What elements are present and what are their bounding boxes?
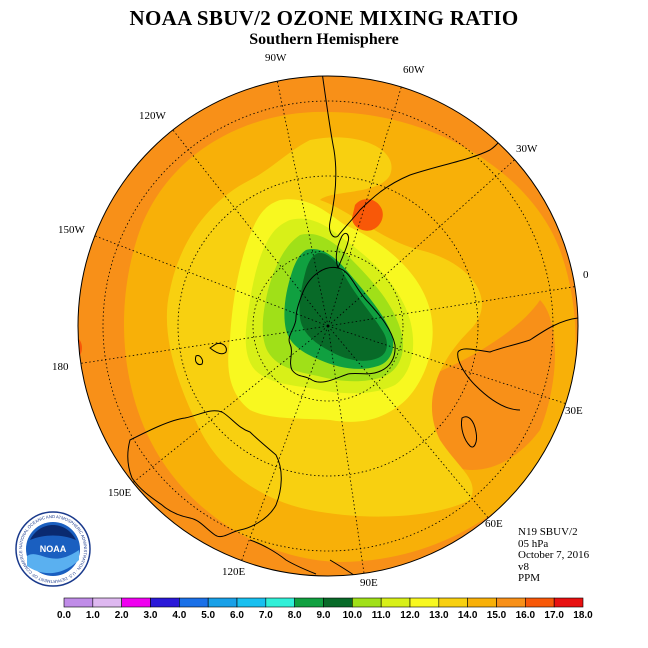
- colorbar-tick-label: 14.0: [458, 610, 478, 621]
- lon-label-30w: 30W: [516, 143, 538, 155]
- info-date: October 7, 2016: [518, 549, 590, 561]
- colorbar-swatch: [150, 597, 180, 608]
- noaa-logo: NOAA NATIONAL OCEANIC AND ATMOSPHERIC AD…: [15, 511, 91, 587]
- colorbar-tick-label: 5.0: [201, 610, 215, 621]
- colorbar-tick-label: 3.0: [144, 610, 158, 621]
- colorbar-tick-label: 17.0: [544, 610, 564, 621]
- colorbar-tick-label: 18.0: [573, 610, 593, 621]
- logo-wave: [27, 550, 79, 574]
- colorbar-swatch: [294, 597, 324, 608]
- info-level: 05 hPa: [518, 537, 549, 550]
- colorbar-tick-label: 1.0: [86, 610, 100, 621]
- lon-label-0: 0: [583, 269, 589, 281]
- lon-label-60w: 60W: [403, 64, 425, 76]
- graticule: [78, 76, 578, 576]
- ozone-region-green-dark: [299, 252, 387, 361]
- colorbar-tick-label: 10.0: [343, 610, 363, 621]
- longitude-labels: 90W 60W 30W 0 30E 60E 90E 120E 150E 180 …: [52, 52, 589, 589]
- lon-label-150e: 150E: [108, 487, 132, 499]
- colorbar-swatch: [467, 597, 497, 608]
- lon-label-30e: 30E: [565, 405, 583, 417]
- lon-label-120e: 120E: [222, 566, 246, 578]
- info-version: v8: [518, 560, 529, 573]
- colorbar-tick-label: 12.0: [400, 610, 420, 621]
- figure-subtitle: Southern Hemisphere: [249, 31, 399, 48]
- logo-text: NOAA: [40, 544, 67, 554]
- ozone-hotspot: [352, 199, 383, 231]
- colorbar-swatch: [63, 597, 94, 608]
- figure-title: NOAA SBUV/2 OZONE MIXING RATIO: [129, 6, 519, 30]
- colorbar-tick-label: 2.0: [115, 610, 129, 621]
- colorbar-swatch: [525, 597, 555, 608]
- colorbar-tick-label: 13.0: [429, 610, 449, 621]
- lon-label-90e: 90E: [360, 577, 378, 589]
- colorbar-swatch: [380, 597, 411, 608]
- colorbar-tick-label: 8.0: [288, 610, 302, 621]
- colorbar-swatch: [553, 597, 584, 608]
- info-units: PPM: [518, 572, 541, 584]
- colorbar-tick-label: 15.0: [487, 610, 507, 621]
- colorbar-swatch: [496, 597, 526, 608]
- coastlines: [127, 76, 578, 576]
- lon-label-180: 180: [52, 361, 69, 373]
- lon-label-150w: 150W: [58, 224, 86, 236]
- colorbar-tick-label: 6.0: [230, 610, 244, 621]
- colorbar-swatch: [323, 597, 353, 608]
- colorbar-tick-label: 11.0: [372, 610, 391, 621]
- colorbar-swatch: [438, 597, 468, 608]
- colorbar-swatch: [352, 597, 382, 608]
- colorbar-swatch: [179, 597, 209, 608]
- colorbar-labels: 0.0 1.0 2.0 3.0 4.0 5.0 6.0 7.0 8.0 9.0 10.0 11.0 12…: [57, 610, 593, 621]
- lon-label-90w: 90W: [265, 52, 287, 64]
- lon-label-60e: 60E: [485, 518, 503, 530]
- map-border: [77, 75, 579, 577]
- colorbar-swatch: [265, 597, 295, 608]
- colorbar-tick-label: 7.0: [259, 610, 273, 621]
- info-instrument: N19 SBUV/2: [518, 526, 578, 538]
- product-info: N19 SBUV/2 05 hPa October 7, 2016 v8 PPM: [518, 526, 590, 585]
- colorbar-tick-label: 9.0: [317, 610, 331, 621]
- logo-bird: [30, 525, 76, 540]
- colorbar-swatch: [236, 597, 267, 608]
- colorbar-tick-label: 0.0: [57, 610, 71, 621]
- colorbar-swatch: [207, 597, 238, 608]
- colorbar-swatches: [63, 597, 584, 608]
- colorbar-tick-label: 4.0: [172, 610, 186, 621]
- colorbar-swatch: [409, 597, 440, 608]
- colorbar-tick-label: 16.0: [516, 610, 536, 621]
- colorbar-swatch: [92, 597, 122, 608]
- colorbar-swatch: [121, 597, 151, 608]
- lon-label-120w: 120W: [139, 110, 167, 122]
